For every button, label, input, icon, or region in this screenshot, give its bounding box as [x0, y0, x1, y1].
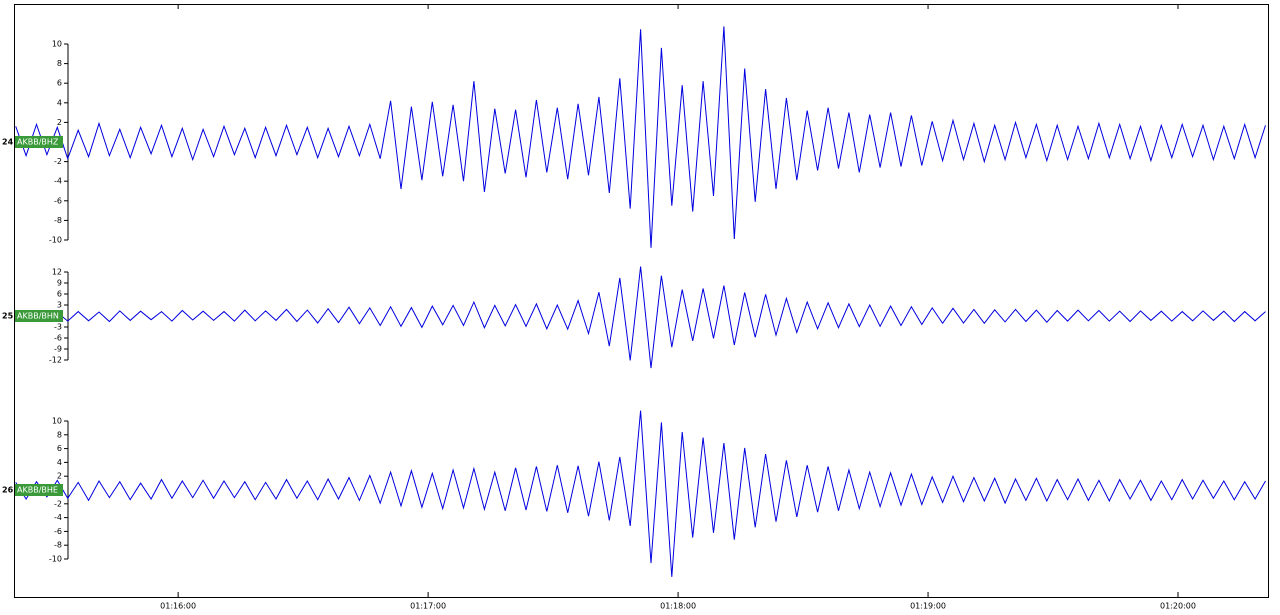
y-tick-label: -4: [54, 513, 62, 522]
trace-label: AKBB/BHE: [17, 486, 58, 495]
y-tick-label: -6: [54, 334, 62, 343]
y-tick-label: -12: [49, 356, 62, 365]
y-tick-label: 8: [57, 430, 62, 439]
y-tick-label: -10: [49, 236, 62, 245]
trace-label-bg: [15, 310, 63, 322]
y-tick-label: -6: [54, 527, 62, 536]
x-tick-label: 01:18:00: [660, 602, 696, 611]
trace-index: 26: [2, 486, 14, 495]
y-tick-label: -9: [54, 345, 62, 354]
waveform: [15, 266, 1266, 369]
trace-label-bg: [15, 484, 63, 496]
trace-index: 25: [2, 312, 14, 321]
y-tick-label: 3: [57, 301, 62, 310]
y-tick-label: -2: [54, 499, 62, 508]
x-tick-label: 01:19:00: [910, 602, 946, 611]
y-tick-label: 6: [57, 290, 62, 299]
y-tick-label: 9: [57, 279, 62, 288]
trace-index: 24: [2, 138, 14, 147]
y-tick-label: -6: [54, 196, 62, 205]
x-tick-label: 01:17:00: [410, 602, 446, 611]
plot-frame: [14, 4, 1269, 598]
waveform: [15, 26, 1266, 248]
y-tick-label: -8: [54, 541, 62, 550]
y-tick-label: 2: [57, 118, 62, 127]
y-tick-label: 2: [57, 472, 62, 481]
y-tick-label: 10: [52, 40, 62, 49]
trace-label-bg: [15, 136, 63, 148]
y-tick-label: 8: [57, 59, 62, 68]
y-tick-label: -2: [54, 157, 62, 166]
y-tick-label: 4: [57, 98, 62, 107]
trace-label: AKBB/BHN: [17, 312, 59, 321]
y-tick-label: 10: [52, 417, 62, 426]
y-tick-label: 4: [57, 458, 62, 467]
waveform: [15, 410, 1266, 577]
y-tick-label: 6: [57, 79, 62, 88]
x-tick-label: 01:16:00: [160, 602, 196, 611]
y-tick-label: -3: [54, 323, 62, 332]
trace-label: AKBB/BHZ: [17, 138, 59, 147]
y-tick-label: -8: [54, 216, 62, 225]
x-tick-label: 01:20:00: [1160, 602, 1196, 611]
y-tick-label: -4: [54, 177, 62, 186]
y-tick-label: 12: [52, 268, 62, 277]
y-tick-label: -10: [49, 555, 62, 564]
y-tick-label: 6: [57, 444, 62, 453]
